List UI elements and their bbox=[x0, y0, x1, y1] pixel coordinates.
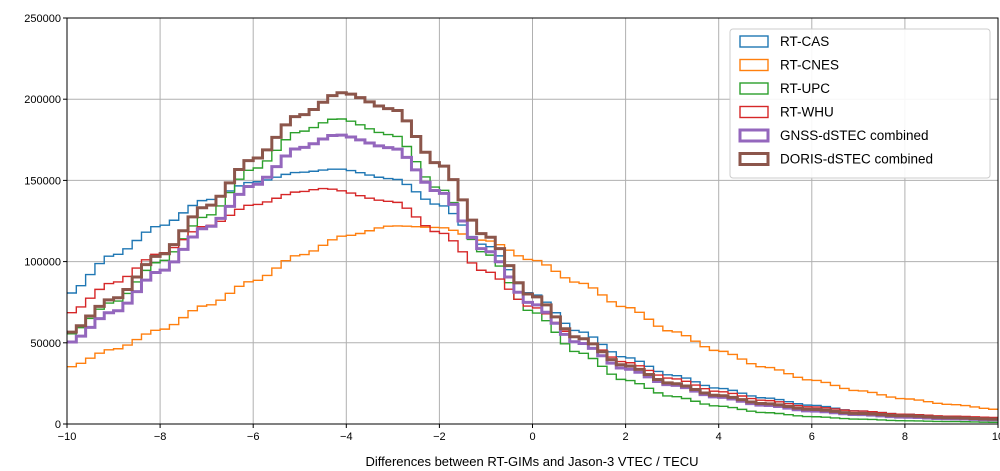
x-tick-label: 8 bbox=[902, 431, 908, 443]
legend-label: RT-CAS bbox=[780, 34, 829, 49]
legend-swatch bbox=[738, 152, 770, 166]
legend-swatch bbox=[739, 58, 769, 72]
legend-swatch bbox=[738, 128, 770, 143]
x-tick-label: −2 bbox=[433, 431, 446, 443]
x-tick-label: −6 bbox=[247, 431, 260, 443]
legend-label: RT-CNES bbox=[780, 58, 839, 73]
x-tick-label: 2 bbox=[623, 431, 629, 443]
x-tick-label: 0 bbox=[529, 431, 535, 443]
series-rt-cnes-line bbox=[67, 225, 998, 410]
y-tick-label: 50000 bbox=[30, 338, 61, 350]
legend-swatch bbox=[739, 35, 769, 48]
x-axis-label: Differences between RT-GIMs and Jason-3 … bbox=[365, 454, 698, 469]
y-tick-label: 200000 bbox=[24, 94, 61, 106]
x-axis-ticks: −10 −8 −6 −4 −2 0 2 4 6 8 10 bbox=[58, 424, 1000, 443]
legend-label: RT-UPC bbox=[780, 81, 830, 96]
x-tick-label: 10 bbox=[992, 431, 1000, 443]
y-tick-label: 0 bbox=[55, 419, 61, 431]
legend-label: DORIS-dSTEC combined bbox=[780, 152, 933, 167]
legend: RT-CAS RT-CNES RT-UPC RT-WHU GNSS-dSTEC comb… bbox=[729, 28, 991, 179]
x-tick-label: 6 bbox=[809, 431, 815, 443]
legend-label: RT-WHU bbox=[780, 105, 834, 120]
legend-frame bbox=[729, 28, 991, 179]
legend-label: GNSS-dSTEC combined bbox=[780, 128, 929, 143]
y-tick-label: 100000 bbox=[24, 257, 61, 269]
x-tick-label: 4 bbox=[716, 431, 722, 443]
y-axis-ticks: 0 50000 100000 150000 200000 250000 bbox=[24, 13, 67, 431]
x-tick-label: −8 bbox=[154, 431, 167, 443]
series-layer bbox=[67, 91, 998, 424]
y-tick-label: 250000 bbox=[24, 13, 61, 25]
x-tick-label: −10 bbox=[58, 431, 77, 443]
legend-swatch bbox=[739, 105, 769, 119]
y-tick-label: 150000 bbox=[24, 175, 61, 187]
series-rt-upc-line bbox=[67, 118, 998, 424]
legend-swatch bbox=[739, 82, 769, 95]
x-tick-label: −4 bbox=[340, 431, 353, 443]
series-doris-dstec-combined-line bbox=[67, 91, 998, 421]
